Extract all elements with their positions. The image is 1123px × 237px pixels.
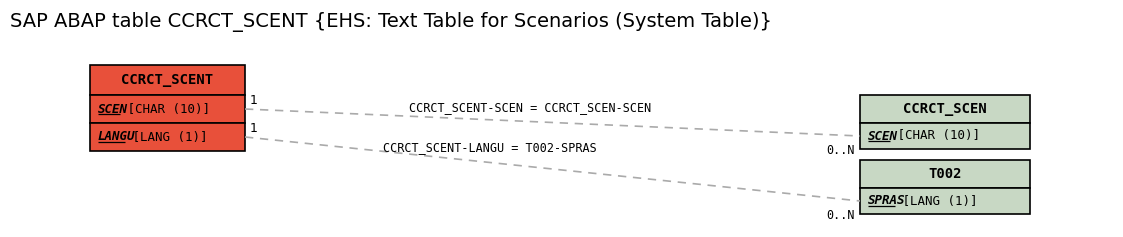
Text: 1: 1 (250, 94, 258, 107)
Text: CCRCT_SCEN: CCRCT_SCEN (903, 102, 987, 116)
Text: 0..N: 0..N (827, 144, 855, 157)
Text: LANGU: LANGU (98, 131, 136, 143)
Bar (90, 65, 245, 95)
Text: [CHAR (10)]: [CHAR (10)] (889, 129, 979, 142)
Text: T002: T002 (929, 167, 961, 181)
Text: CCRCT_SCENT-LANGU = T002-SPRAS: CCRCT_SCENT-LANGU = T002-SPRAS (383, 141, 597, 155)
Text: CCRCT_SCENT: CCRCT_SCENT (121, 73, 213, 87)
Bar (860, 188, 1030, 214)
Text: SCEN: SCEN (98, 102, 128, 115)
Text: [LANG (1)]: [LANG (1)] (895, 195, 977, 208)
Bar (860, 123, 1030, 149)
Text: SPRAS: SPRAS (868, 195, 905, 208)
Text: SCEN: SCEN (868, 129, 898, 142)
Bar (860, 160, 1030, 188)
Text: SAP ABAP table CCRCT_SCENT {EHS: Text Table for Scenarios (System Table)}: SAP ABAP table CCRCT_SCENT {EHS: Text Ta… (10, 12, 772, 32)
Bar (90, 95, 245, 123)
Bar (90, 123, 245, 151)
Text: [LANG (1)]: [LANG (1)] (125, 131, 208, 143)
Text: 0..N: 0..N (827, 209, 855, 222)
Bar (860, 95, 1030, 123)
Text: 1: 1 (250, 122, 258, 135)
Text: [CHAR (10)]: [CHAR (10)] (120, 102, 210, 115)
Text: CCRCT_SCENT-SCEN = CCRCT_SCEN-SCEN: CCRCT_SCENT-SCEN = CCRCT_SCEN-SCEN (409, 101, 651, 114)
